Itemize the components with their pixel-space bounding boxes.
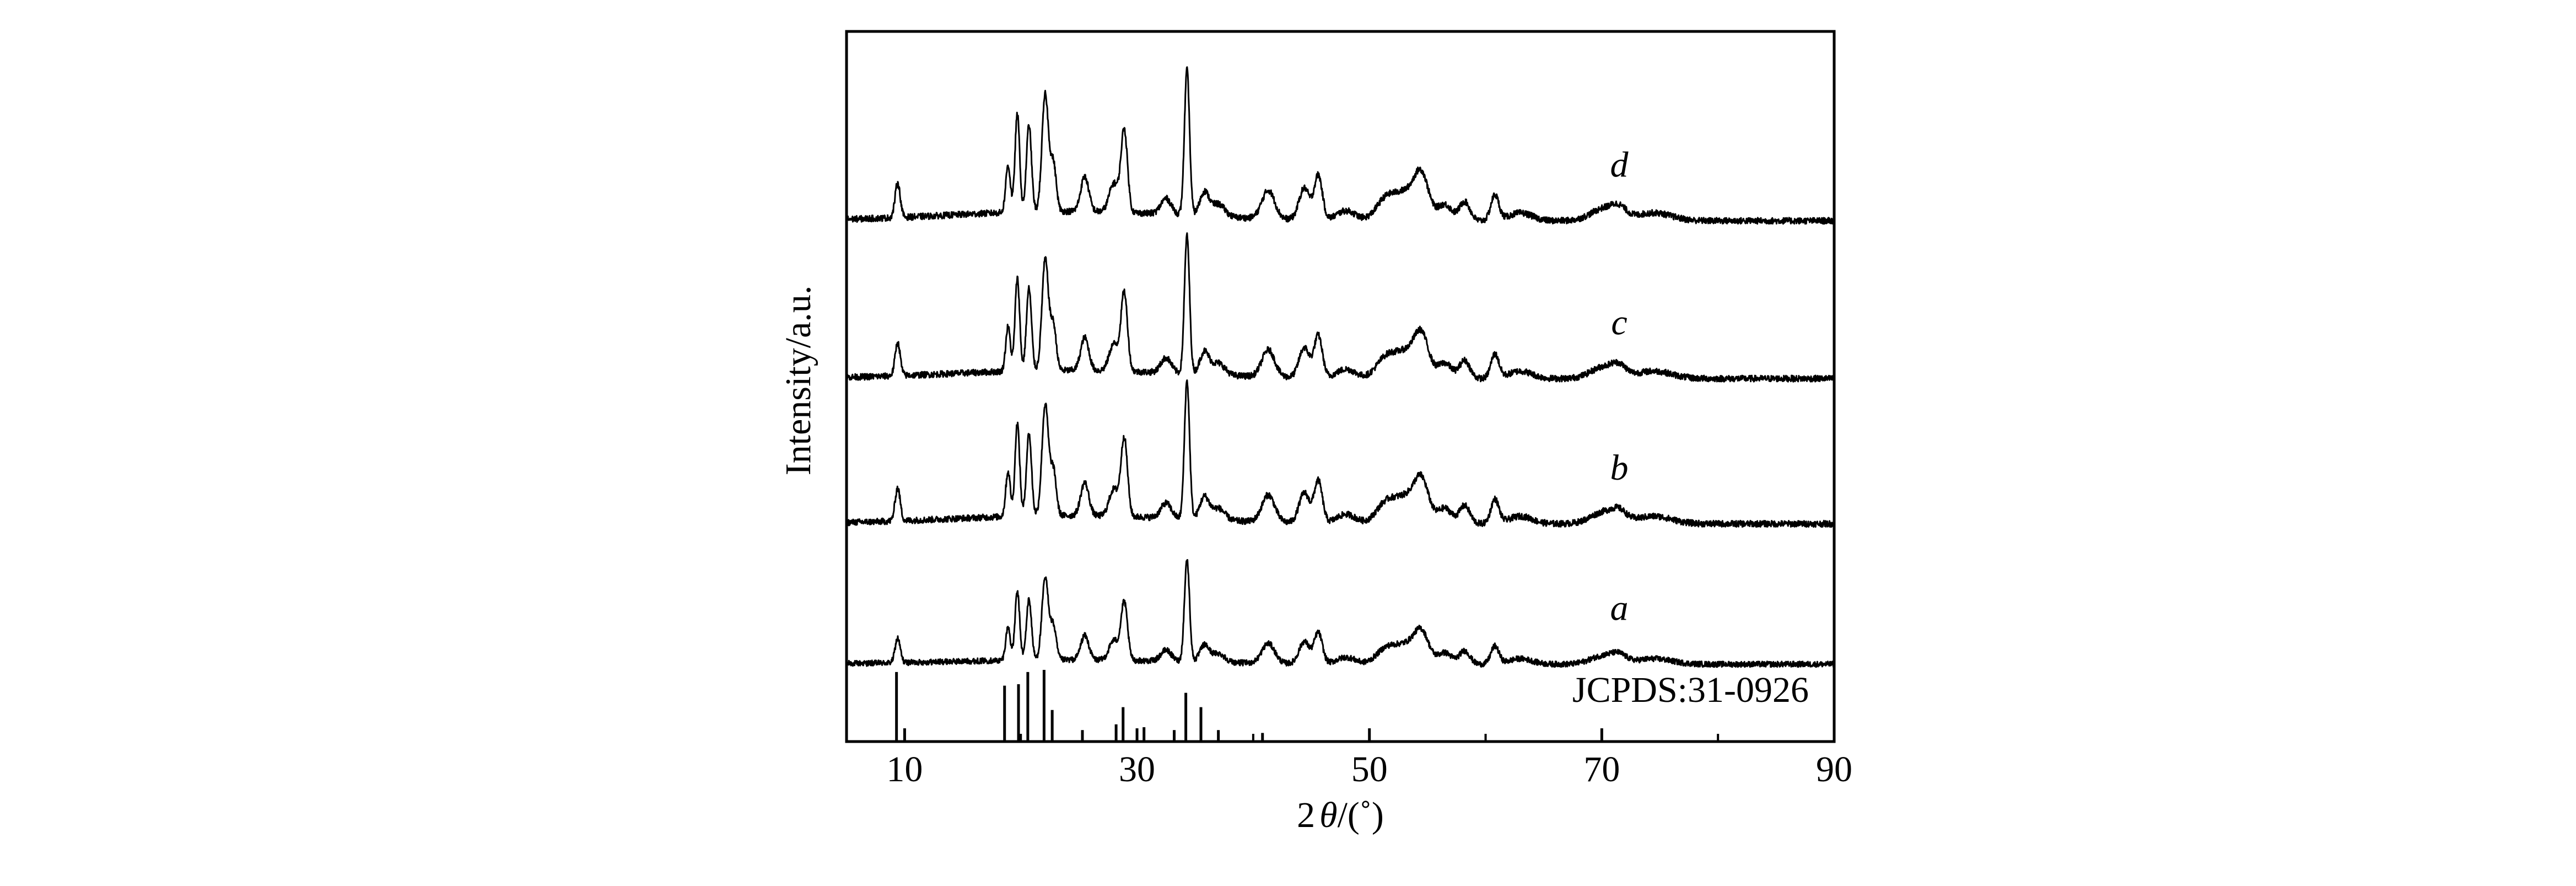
x-axis-title: 2 θ/(˚) bbox=[1297, 795, 1384, 835]
plot-frame bbox=[845, 30, 1836, 743]
series-label-b: b bbox=[1610, 448, 1628, 488]
reference-lines bbox=[895, 670, 1264, 742]
reference-label: JCPDS:31-0926 bbox=[1572, 670, 1809, 710]
series-layer bbox=[845, 66, 1835, 668]
series-label-d: d bbox=[1610, 144, 1629, 185]
x-tick-label: 90 bbox=[1816, 749, 1852, 790]
series-label-c: c bbox=[1611, 303, 1627, 343]
x-axis-title-unit: /(˚) bbox=[1338, 795, 1384, 835]
x-axis: 10 30 50 70 90 bbox=[886, 728, 1852, 790]
x-axis-title-main: 2 bbox=[1297, 795, 1315, 835]
x-axis-title-symbol: θ bbox=[1319, 795, 1337, 835]
series-labels: a b c d bbox=[1610, 144, 1629, 628]
x-tick-label: 70 bbox=[1583, 749, 1620, 790]
series-line-a bbox=[845, 559, 1835, 668]
x-tick-label: 30 bbox=[1119, 749, 1155, 790]
x-tick-label: 50 bbox=[1351, 749, 1388, 790]
series-line-b bbox=[845, 379, 1835, 528]
x-tick-label: 10 bbox=[886, 749, 923, 790]
series-label-a: a bbox=[1610, 588, 1628, 629]
y-axis-title: Intensity/a.u. bbox=[778, 286, 818, 476]
series-line-d bbox=[845, 66, 1835, 225]
series-line-c bbox=[845, 232, 1835, 383]
